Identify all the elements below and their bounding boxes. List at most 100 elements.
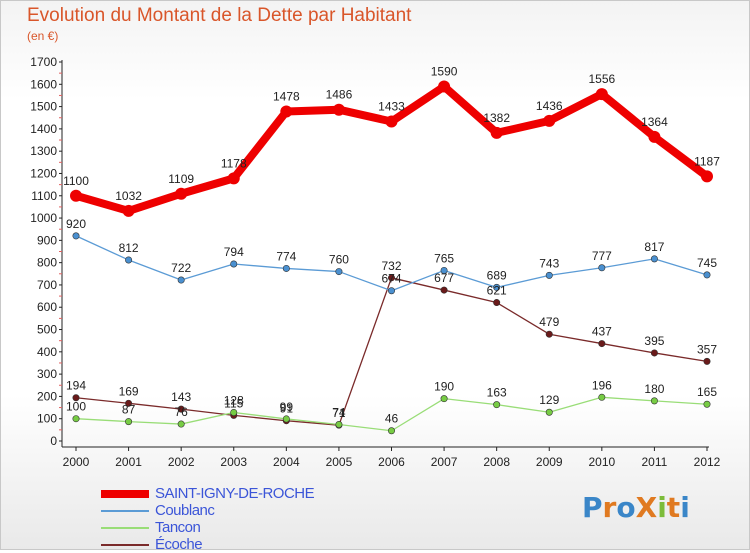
data-label: 1433	[378, 100, 405, 114]
data-label: 1032	[115, 189, 142, 203]
data-point	[387, 274, 395, 282]
legend-swatch	[101, 510, 149, 512]
data-label: 774	[276, 249, 296, 263]
data-point	[280, 105, 293, 118]
data-point	[70, 189, 82, 202]
data-label: 920	[66, 217, 86, 231]
y-tick-label: 200	[37, 389, 57, 403]
y-tick-label: 1700	[30, 55, 57, 69]
data-point	[493, 401, 501, 409]
data-point	[490, 126, 503, 139]
data-label: 46	[385, 412, 399, 426]
data-label: 777	[592, 249, 612, 263]
logo-letter: X	[635, 491, 658, 524]
data-label: 677	[434, 271, 454, 285]
data-label: 1436	[536, 99, 563, 113]
x-tick-label: 2005	[326, 455, 353, 469]
data-point	[703, 271, 711, 279]
data-label: 1187	[694, 154, 720, 168]
data-label: 128	[224, 393, 244, 407]
data-point	[701, 170, 713, 183]
data-point	[335, 421, 343, 429]
y-tick-label: 300	[37, 367, 57, 381]
y-tick-label: 700	[37, 278, 57, 292]
data-label: 760	[329, 253, 349, 267]
data-point	[493, 283, 501, 291]
x-tick-label: 2003	[220, 455, 247, 469]
y-tick-label: 400	[37, 345, 57, 359]
x-tick-label: 2008	[483, 455, 510, 469]
data-label: 437	[592, 325, 612, 339]
legend-swatch	[101, 490, 149, 498]
logo-letter: P	[582, 491, 603, 524]
data-point	[230, 260, 238, 268]
logo-letter: i	[657, 491, 667, 524]
data-point	[230, 408, 238, 416]
data-point	[440, 266, 448, 274]
y-tick-label: 1100	[31, 189, 57, 203]
data-label: 1178	[221, 156, 247, 170]
y-tick-label: 1400	[30, 122, 57, 136]
data-point	[387, 287, 395, 295]
logo-letter: r	[602, 491, 617, 524]
y-tick-label: 100	[37, 412, 57, 426]
data-label: 1590	[431, 65, 458, 79]
data-label: 99	[280, 400, 294, 414]
data-point	[177, 276, 185, 284]
legend-label: Écoche	[155, 536, 203, 553]
data-label: 1478	[273, 89, 300, 103]
chart-subtitle: (en €)	[27, 29, 59, 43]
data-point	[650, 397, 658, 405]
data-point	[227, 172, 240, 185]
data-point	[125, 256, 133, 264]
data-label: 732	[381, 259, 401, 273]
data-label: 76	[174, 405, 188, 419]
data-label: 143	[171, 390, 191, 404]
data-point	[545, 271, 553, 279]
data-point	[493, 299, 501, 307]
data-label: 190	[434, 380, 454, 394]
legend-label: Coublanc	[155, 502, 215, 519]
data-point	[125, 399, 133, 407]
x-tick-label: 2004	[273, 455, 300, 469]
x-tick-label: 2006	[378, 455, 405, 469]
data-point	[175, 187, 188, 200]
data-label: 129	[539, 393, 559, 407]
y-tick-label: 800	[37, 256, 57, 270]
data-point	[72, 232, 80, 240]
data-label: 1556	[588, 72, 615, 86]
data-point	[385, 115, 398, 128]
data-label: 357	[697, 342, 717, 356]
proxiti-logo: ProXiti	[582, 491, 690, 524]
data-label: 722	[171, 261, 191, 275]
x-tick-label: 2000	[63, 455, 90, 469]
data-label: 1364	[641, 115, 668, 129]
data-label: 194	[66, 379, 86, 393]
data-point	[122, 204, 135, 217]
logo-letter: i	[680, 491, 690, 524]
y-tick-label: 1600	[30, 77, 57, 91]
y-tick-label: 1300	[30, 144, 57, 158]
x-tick-label: 2010	[588, 455, 615, 469]
data-point	[335, 268, 343, 276]
data-point	[703, 357, 711, 365]
data-label: 115	[224, 396, 243, 410]
data-label: 812	[119, 241, 139, 255]
data-label: 91	[280, 402, 294, 416]
data-label: 71	[332, 406, 346, 420]
data-point	[595, 88, 608, 101]
y-tick-label: 900	[37, 233, 57, 247]
data-point	[598, 264, 606, 272]
data-label: 163	[487, 386, 507, 400]
data-point	[545, 408, 553, 416]
x-tick-label: 2011	[642, 455, 668, 469]
data-label: 689	[487, 268, 507, 282]
x-tick-label: 2007	[431, 455, 458, 469]
logo-letter: o	[616, 491, 636, 524]
data-point	[282, 415, 290, 423]
data-point	[387, 427, 395, 435]
data-point	[282, 264, 290, 272]
data-point	[650, 349, 658, 357]
legend-swatch	[101, 527, 149, 529]
